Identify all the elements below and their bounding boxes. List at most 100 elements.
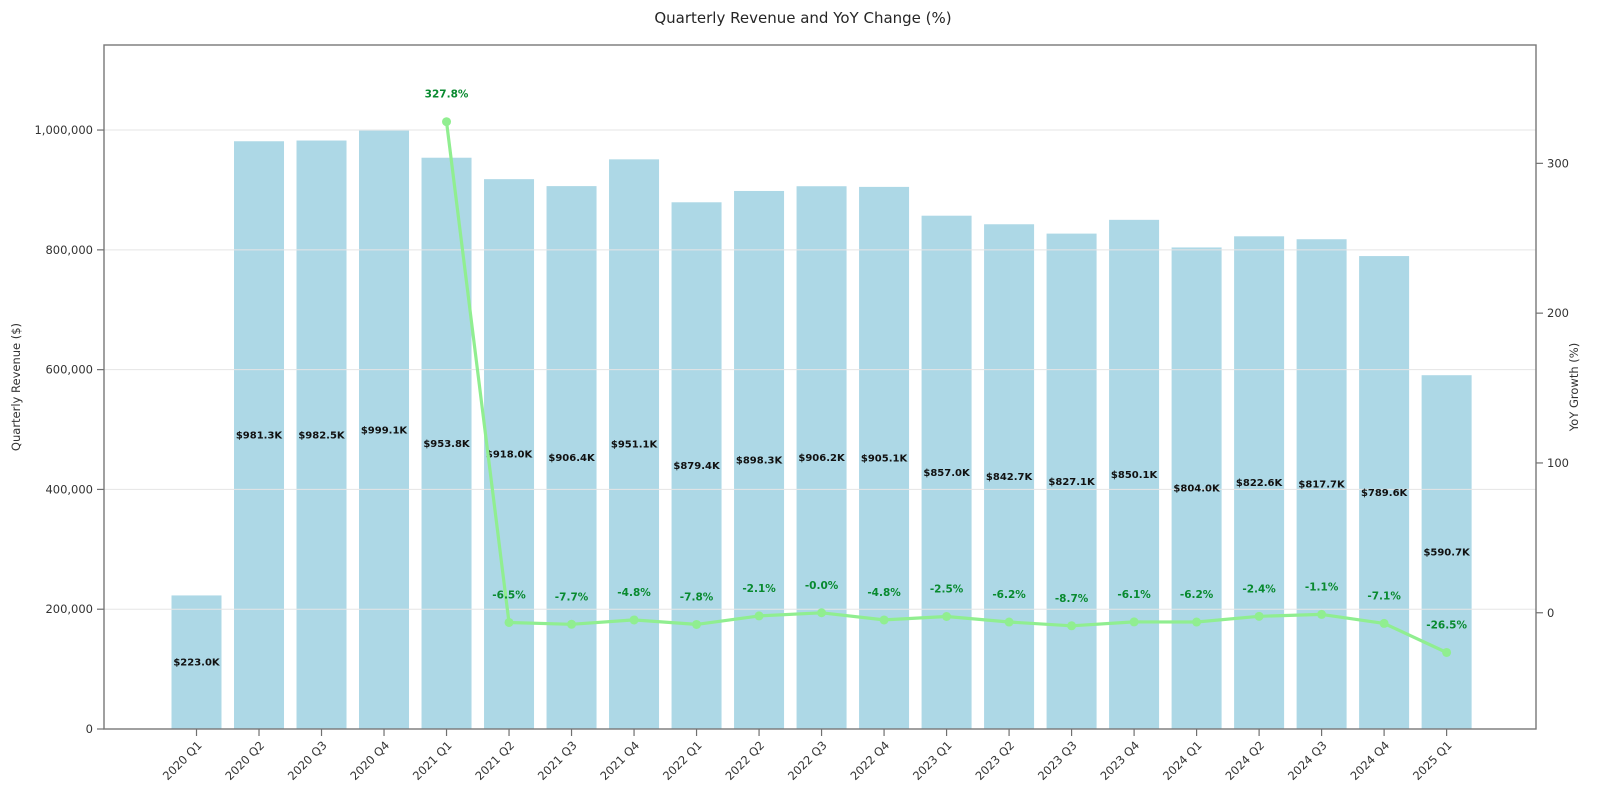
- x-tick-label: 2025 Q1: [1410, 738, 1455, 783]
- yoy-point: [1317, 609, 1327, 619]
- left-tick-label: 0: [86, 722, 93, 736]
- bar-value-label: $879.4K: [673, 461, 721, 472]
- bar: [671, 202, 722, 729]
- yoy-value-label: -2.5%: [930, 583, 964, 595]
- yoy-point: [1442, 647, 1452, 657]
- yoy-point: [1067, 621, 1077, 631]
- bar: [1296, 239, 1347, 729]
- x-tick-label: 2022 Q1: [660, 738, 705, 783]
- yoy-point: [942, 611, 952, 621]
- yoy-point: [442, 117, 452, 127]
- x-tick-label: 2021 Q1: [410, 738, 455, 783]
- yoy-point: [1129, 617, 1139, 627]
- bar-value-label: $857.0K: [923, 468, 971, 479]
- x-tick-label: 2024 Q2: [1222, 738, 1267, 783]
- bar: [921, 215, 972, 729]
- bar: [1234, 236, 1285, 729]
- yoy-value-label: -7.8%: [680, 591, 714, 603]
- right-tick-label: 0: [1547, 606, 1554, 620]
- bar: [796, 186, 847, 729]
- x-tick-label: 2021 Q2: [472, 738, 517, 783]
- bar-value-label: $906.2K: [798, 453, 846, 464]
- yoy-value-label: -7.7%: [555, 591, 589, 603]
- yoy-point: [817, 608, 827, 618]
- bar-value-label: $822.6K: [1236, 478, 1284, 489]
- yoy-value-label: -8.7%: [1055, 593, 1089, 605]
- right-axis-title: YoY Growth (%): [1567, 343, 1581, 432]
- x-tick-label: 2024 Q3: [1285, 738, 1330, 783]
- yoy-point: [504, 617, 514, 627]
- plot-area: $223.0K $981.3K $982.5K $999.1K $953.8K $918.…: [34, 44, 1569, 783]
- bar-value-label: $906.4K: [548, 453, 596, 464]
- bar-value-label: $804.0K: [1173, 484, 1221, 495]
- yoy-point: [754, 611, 764, 621]
- left-tick-label: 200,000: [45, 602, 93, 616]
- yoy-value-label: -4.8%: [617, 587, 651, 599]
- x-tick-label: 2020 Q1: [160, 738, 205, 783]
- x-tick-label: 2022 Q4: [847, 738, 892, 783]
- right-tick-label: 100: [1547, 456, 1569, 470]
- bar-value-label: $951.1K: [611, 440, 659, 451]
- yoy-value-label: -4.8%: [867, 587, 901, 599]
- bar: [1421, 375, 1472, 729]
- bar-value-label: $898.3K: [736, 455, 784, 466]
- yoy-value-label: -6.1%: [1117, 589, 1151, 601]
- yoy-value-label: -6.2%: [992, 589, 1026, 601]
- yoy-point: [629, 615, 639, 625]
- bar-value-label: $905.1K: [861, 453, 909, 464]
- bar: [359, 130, 410, 729]
- yoy-value-label: -26.5%: [1426, 619, 1467, 631]
- bar-value-label: $842.7K: [986, 472, 1034, 483]
- x-tick-label: 2020 Q2: [222, 738, 267, 783]
- x-tick-label: 2023 Q2: [972, 738, 1017, 783]
- bar: [609, 159, 660, 729]
- bar-value-label: $850.1K: [1111, 470, 1159, 481]
- yoy-point: [1192, 617, 1202, 627]
- yoy-value-label: -2.1%: [742, 583, 776, 595]
- bar-value-label: $827.1K: [1048, 477, 1096, 488]
- x-tick-label: 2020 Q3: [285, 738, 330, 783]
- bar: [1046, 233, 1097, 729]
- left-tick-label: 600,000: [45, 363, 93, 377]
- bar: [296, 140, 347, 729]
- bar-value-label: $982.5K: [298, 430, 346, 441]
- yoy-value-label: 327.8%: [425, 89, 469, 101]
- x-tick-label: 2023 Q4: [1097, 738, 1142, 783]
- x-tick-label: 2024 Q4: [1347, 738, 1392, 783]
- x-tick-label: 2022 Q3: [785, 738, 830, 783]
- bar: [171, 595, 222, 729]
- yoy-value-label: -0.0%: [805, 580, 839, 592]
- yoy-point: [1379, 618, 1389, 628]
- yoy-point: [879, 615, 889, 625]
- x-tick-label: 2021 Q4: [597, 738, 642, 783]
- x-tick-label: 2024 Q1: [1160, 738, 1205, 783]
- bar: [1359, 256, 1410, 729]
- yoy-value-label: -7.1%: [1367, 590, 1401, 602]
- yoy-point: [1254, 611, 1264, 621]
- bar: [484, 179, 535, 730]
- left-tick-label: 800,000: [45, 243, 93, 257]
- yoy-point: [567, 619, 577, 629]
- bar-value-label: $789.6K: [1361, 488, 1409, 499]
- bar-value-label: $953.8K: [423, 439, 471, 450]
- bar: [1109, 219, 1160, 729]
- plot-border: [103, 44, 1537, 730]
- bar: [859, 186, 910, 730]
- bar-value-label: $999.1K: [361, 425, 409, 436]
- yoy-value-label: -2.4%: [1242, 583, 1276, 595]
- yoy-value-label: -1.1%: [1305, 581, 1339, 593]
- left-tick-label: 1,000,000: [34, 123, 93, 137]
- bar-value-label: $817.7K: [1298, 480, 1346, 491]
- x-tick-label: 2021 Q3: [535, 738, 580, 783]
- x-tick-label: 2023 Q3: [1035, 738, 1080, 783]
- x-tick-label: 2020 Q4: [347, 738, 392, 783]
- bar-value-label: $918.0K: [486, 450, 534, 461]
- right-tick-label: 300: [1547, 156, 1569, 170]
- bar: [1171, 247, 1222, 730]
- bar-value-label: $223.0K: [173, 658, 221, 669]
- x-tick-label: 2023 Q1: [910, 738, 955, 783]
- left-axis-title: Quarterly Revenue ($): [9, 323, 23, 451]
- bar: [984, 224, 1035, 729]
